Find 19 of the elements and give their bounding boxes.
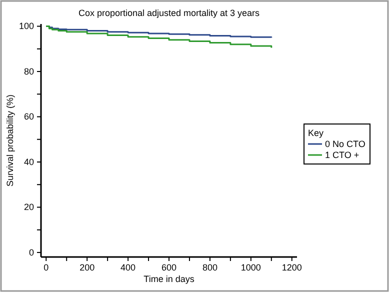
x-tick-label: 1200 bbox=[282, 262, 302, 272]
x-axis-title: Time in days bbox=[144, 274, 195, 284]
x-tick-label: 200 bbox=[80, 262, 95, 272]
x-tick-label: 0 bbox=[44, 262, 49, 272]
x-tick-label: 600 bbox=[161, 262, 177, 272]
y-tick-label: 100 bbox=[18, 21, 34, 32]
y-tick-label: 40 bbox=[24, 156, 34, 167]
x-tick-label: 400 bbox=[120, 262, 136, 272]
y-tick-label: 20 bbox=[24, 202, 34, 212]
y-tick-label: 60 bbox=[24, 112, 34, 122]
chart-title: Cox proportional adjusted mortality at 3 years bbox=[78, 8, 260, 18]
x-tick-label: 1000 bbox=[240, 262, 261, 272]
legend-title: Key bbox=[308, 128, 324, 138]
y-tick-label: 0 bbox=[28, 247, 34, 258]
y-axis-title: Survival probability (%) bbox=[5, 94, 15, 187]
x-tick-label: 800 bbox=[202, 262, 218, 272]
legend-label: 1 CTO + bbox=[325, 150, 360, 160]
legend-label: 0 No CTO bbox=[325, 139, 366, 149]
y-tick-label: 80 bbox=[24, 66, 34, 76]
